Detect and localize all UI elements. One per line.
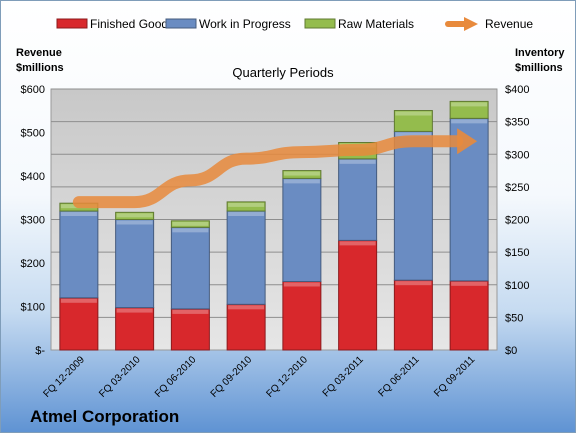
bar-highlight bbox=[395, 281, 432, 286]
bar-segment bbox=[282, 170, 322, 179]
right-tick-label: $300 bbox=[505, 149, 529, 161]
left-tick-label: $300 bbox=[21, 215, 45, 227]
right-tick-label: $150 bbox=[505, 247, 529, 259]
bar-segment bbox=[170, 220, 210, 228]
left-tick-label: $200 bbox=[21, 258, 45, 270]
left-tick-label: $600 bbox=[21, 84, 45, 96]
bar-segment bbox=[449, 100, 489, 119]
revenue-line bbox=[72, 128, 478, 209]
bar-highlight bbox=[339, 241, 376, 246]
bar-highlight bbox=[451, 119, 488, 124]
left-axis-ticks: $- $100 $200 $300 $400 $500 $600 bbox=[21, 84, 46, 357]
right-tick-label: $250 bbox=[505, 182, 529, 194]
x-tick-label: FQ 12-2009 bbox=[41, 354, 87, 400]
bar-highlight bbox=[172, 221, 209, 226]
bar-highlight bbox=[116, 220, 153, 225]
bar-segment bbox=[170, 226, 210, 310]
x-tick-label: FQ 09-2011 bbox=[432, 354, 477, 399]
right-tick-label: $200 bbox=[505, 215, 529, 227]
bar-segment bbox=[226, 201, 266, 212]
x-tick-label: FQ 06-2011 bbox=[377, 354, 422, 399]
company-title: Atmel Corporation bbox=[30, 407, 180, 426]
right-tick-label: $0 bbox=[505, 345, 517, 357]
bar-segment bbox=[226, 210, 266, 305]
right-tick-label: $350 bbox=[505, 117, 529, 129]
x-tick-label: FQ 03-2010 bbox=[97, 354, 143, 400]
right-axis-title-line1: Inventory bbox=[515, 47, 565, 59]
bar-segment bbox=[226, 303, 266, 351]
legend-label: Raw Materials bbox=[338, 17, 414, 31]
x-tick-label: FQ 06-2010 bbox=[153, 354, 199, 400]
bar-segment bbox=[282, 177, 322, 282]
legend-label: Finished Goods bbox=[90, 17, 174, 31]
left-tick-label: $- bbox=[35, 345, 45, 357]
x-tick-label: FQ 09-2010 bbox=[209, 354, 255, 400]
bar-segment bbox=[393, 279, 433, 351]
bar-segment bbox=[338, 158, 378, 241]
bar-highlight bbox=[116, 213, 153, 218]
right-axis-ticks: $0 $50 $100 $150 $200 $250 $300 $350 $400 bbox=[505, 84, 529, 357]
bar-segment bbox=[393, 130, 433, 281]
bar-segment bbox=[59, 210, 99, 299]
revenue-arrow-head bbox=[457, 128, 478, 155]
bar-segment bbox=[282, 280, 322, 351]
left-tick-label: $400 bbox=[21, 171, 45, 183]
bar-highlight bbox=[339, 159, 376, 164]
bar-segment bbox=[170, 308, 210, 351]
bar-highlight bbox=[172, 228, 209, 233]
bar-highlight bbox=[395, 132, 432, 137]
bar-highlight bbox=[283, 282, 320, 287]
x-tick-label: FQ 03-2011 bbox=[321, 354, 366, 399]
bar-segment bbox=[449, 280, 489, 351]
legend: Finished Goods Work in Progress Raw Materi… bbox=[56, 17, 533, 31]
legend-swatch bbox=[56, 18, 88, 29]
legend-label: Revenue bbox=[485, 17, 533, 31]
bar-highlight bbox=[60, 298, 97, 303]
bar-highlight bbox=[451, 102, 488, 107]
bar-segment bbox=[115, 219, 155, 309]
x-tick-label: FQ 12-2010 bbox=[264, 354, 310, 400]
legend-label: Work in Progress bbox=[199, 17, 291, 31]
bar-highlight bbox=[228, 305, 265, 310]
bar-highlight bbox=[228, 202, 265, 207]
legend-swatch bbox=[165, 18, 197, 29]
bar-highlight bbox=[116, 308, 153, 313]
bar-highlight bbox=[228, 212, 265, 217]
right-tick-label: $100 bbox=[505, 280, 529, 292]
bar-highlight bbox=[451, 281, 488, 286]
legend-swatch-arrow bbox=[464, 17, 478, 31]
left-tick-label: $100 bbox=[21, 302, 45, 314]
bar-highlight bbox=[60, 212, 97, 217]
chart-subtitle: Quarterly Periods bbox=[232, 65, 334, 80]
revenue-line-path bbox=[72, 135, 464, 209]
bar-highlight bbox=[395, 111, 432, 116]
x-axis-ticks: FQ 12-2009 FQ 03-2010 FQ 06-2010 FQ 09-2010… bbox=[41, 354, 477, 400]
right-axis-title-line2: $millions bbox=[515, 62, 563, 74]
right-tick-label: $50 bbox=[505, 312, 523, 324]
bar-highlight bbox=[172, 309, 209, 314]
left-axis-title-line2: $millions bbox=[16, 62, 64, 74]
left-tick-label: $500 bbox=[21, 128, 45, 140]
bar-segment bbox=[393, 110, 433, 132]
left-axis-title-line1: Revenue bbox=[16, 47, 62, 59]
legend-swatch bbox=[304, 18, 336, 29]
bar-segment bbox=[115, 307, 155, 351]
bar-segment bbox=[115, 211, 155, 220]
bar-segment bbox=[338, 239, 378, 351]
right-tick-label: $400 bbox=[505, 84, 529, 96]
bar-highlight bbox=[283, 179, 320, 184]
bar-highlight bbox=[283, 171, 320, 176]
bar-segment bbox=[59, 297, 99, 351]
